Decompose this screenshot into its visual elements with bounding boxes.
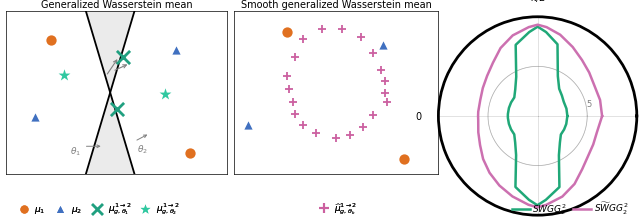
Point [111,107,122,111]
Point [380,79,390,83]
Point [368,52,378,55]
Point [331,136,341,140]
Polygon shape [86,11,134,93]
Point [345,133,355,137]
Title: Smooth generalized Wasserstein mean: Smooth generalized Wasserstein mean [241,0,431,10]
Point [288,101,298,104]
Point [172,48,182,52]
Point [290,55,300,58]
Point [118,55,129,58]
Point [298,123,308,127]
Point [310,132,321,135]
Point [317,27,327,31]
Point [378,43,388,47]
Point [282,74,292,78]
Legend: $SWGG_2^2$, $S\widetilde{W}GG_2^2$: $SWGG_2^2$, $S\widetilde{W}GG_2^2$ [508,198,632,221]
Point [282,31,292,34]
Point [382,101,392,104]
Point [368,114,378,117]
Polygon shape [86,93,134,174]
Point [290,112,300,116]
Point [355,35,365,39]
Text: $\theta_2$: $\theta_2$ [137,144,148,156]
Point [45,39,56,42]
Point [284,87,294,91]
Legend: $\mu_1$, $\mu_2$, $\mu_{g,\theta_1}^{1\to 2}$, $\mu_{g,\theta_2}^{1\to 2}$: $\mu_1$, $\mu_2$, $\mu_{g,\theta_1}^{1\t… [11,198,183,221]
Point [399,157,409,161]
Point [298,37,308,41]
Point [59,73,69,76]
Point [380,91,390,94]
Point [337,27,348,31]
Point [184,151,195,155]
Point [160,92,170,96]
Point [358,125,368,128]
Point [30,115,40,119]
Legend: $\widehat{\mu}_{g,\theta_k}^{1\to 2}$: $\widehat{\mu}_{g,\theta_k}^{1\to 2}$ [311,198,361,221]
Title: Generalized Wasserstein mean: Generalized Wasserstein mean [41,0,193,10]
Text: $\theta_1$: $\theta_1$ [70,145,81,158]
Point [243,123,253,127]
Point [376,68,386,72]
